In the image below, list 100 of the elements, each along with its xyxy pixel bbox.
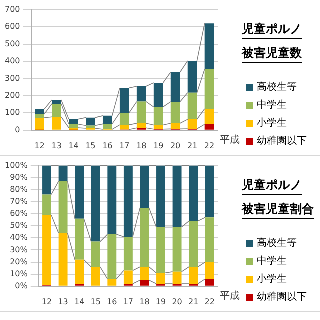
bar [189, 221, 198, 268]
legend-label: 高校生等 [257, 80, 297, 94]
bar [91, 267, 100, 286]
y-tick-label: 0 [15, 125, 20, 134]
bar [140, 280, 150, 286]
text: 被害児童数 [241, 46, 303, 60]
bar [140, 267, 150, 280]
bar [52, 104, 62, 118]
bar [108, 234, 117, 280]
x-tick-label: 14 [68, 141, 79, 150]
x-tick-label: 12 [34, 141, 45, 150]
bar [52, 117, 62, 130]
x-tick-label: 18 [140, 297, 150, 306]
bar [188, 120, 198, 130]
bar [75, 218, 84, 260]
bar [154, 107, 164, 126]
x-tick-label: 14 [74, 297, 85, 306]
bar [189, 267, 198, 284]
x-tick-label: 16 [107, 297, 118, 306]
y-tick-label: 400 [4, 56, 20, 66]
x-tick-label: 21 [187, 141, 198, 150]
legend-label: 小学生 [257, 272, 287, 286]
legend-label: 中学生 [257, 254, 287, 268]
bar [136, 124, 146, 128]
x-tick-label: 17 [120, 141, 130, 150]
bar [170, 124, 180, 130]
bar [120, 125, 130, 130]
y-tick-label: 200 [4, 91, 20, 100]
y-tick-label: 90% [10, 172, 28, 182]
bar [156, 273, 166, 284]
bar [69, 124, 78, 128]
bar [120, 88, 130, 113]
bar [154, 83, 164, 108]
x-tick-label: 18 [136, 141, 147, 150]
bar [205, 279, 214, 286]
bar [58, 233, 68, 286]
bar [140, 166, 150, 208]
text: 被害児童割合 [241, 202, 315, 216]
x-tick-label: 13 [58, 297, 68, 306]
bar [140, 208, 150, 268]
bar [172, 166, 182, 228]
x-axis-title: 平成 [220, 290, 240, 302]
bar [75, 166, 84, 219]
x-tick-label: 17 [123, 297, 134, 306]
bar [156, 166, 166, 228]
bar [205, 218, 214, 262]
bar [86, 118, 96, 126]
bar [154, 125, 164, 130]
bar [102, 124, 112, 130]
bar [204, 69, 214, 110]
legend-label: 幼稚園以下 [257, 290, 307, 304]
y-tick-label: 100 [4, 108, 20, 118]
legend-label: 高校生等 [257, 236, 297, 250]
bar [35, 109, 44, 114]
bar [35, 114, 44, 118]
bar [58, 166, 68, 182]
bar [42, 215, 52, 286]
x-tick-label: 15 [86, 141, 96, 150]
y-tick-label: 30% [10, 245, 28, 254]
bar [108, 166, 117, 235]
y-tick-label: 60% [10, 209, 28, 218]
bar [172, 227, 182, 272]
bar [124, 166, 133, 237]
bar [58, 181, 68, 234]
legend-label: 幼稚園以下 [257, 134, 307, 148]
bar [189, 166, 198, 222]
x-tick-label: 15 [90, 297, 101, 306]
bar [170, 102, 180, 124]
x-tick-label: 19 [153, 141, 164, 150]
x-tick-label: 22 [204, 297, 215, 306]
bar [52, 100, 62, 104]
bar [86, 126, 96, 129]
bar [156, 227, 166, 274]
x-tick-label: 22 [204, 141, 215, 150]
x-tick-label: 16 [102, 141, 113, 150]
x-tick-label: 19 [156, 297, 166, 306]
y-tick-label: 600 [4, 22, 20, 32]
bar [204, 124, 214, 130]
bar [108, 279, 117, 286]
bar [205, 262, 214, 280]
bar [42, 194, 52, 216]
y-tick-label: 500 [4, 39, 20, 48]
bar [102, 116, 112, 124]
bar [172, 272, 182, 284]
x-tick-label: 12 [42, 297, 52, 306]
text: 児童ポルノ [241, 22, 302, 36]
bar [120, 113, 130, 126]
bar [75, 260, 84, 284]
y-tick-label: 0% [15, 281, 28, 290]
legend-label: 小学生 [257, 116, 287, 130]
bar [188, 92, 198, 120]
bar [91, 166, 100, 242]
y-tick-label: 10% [10, 269, 28, 278]
y-tick-label: 100% [4, 160, 28, 170]
y-tick-label: 700 [4, 4, 20, 14]
bar [69, 119, 78, 124]
bar [124, 236, 133, 271]
bar [170, 72, 180, 102]
y-tick-label: 300 [4, 74, 20, 83]
bar [42, 166, 52, 195]
